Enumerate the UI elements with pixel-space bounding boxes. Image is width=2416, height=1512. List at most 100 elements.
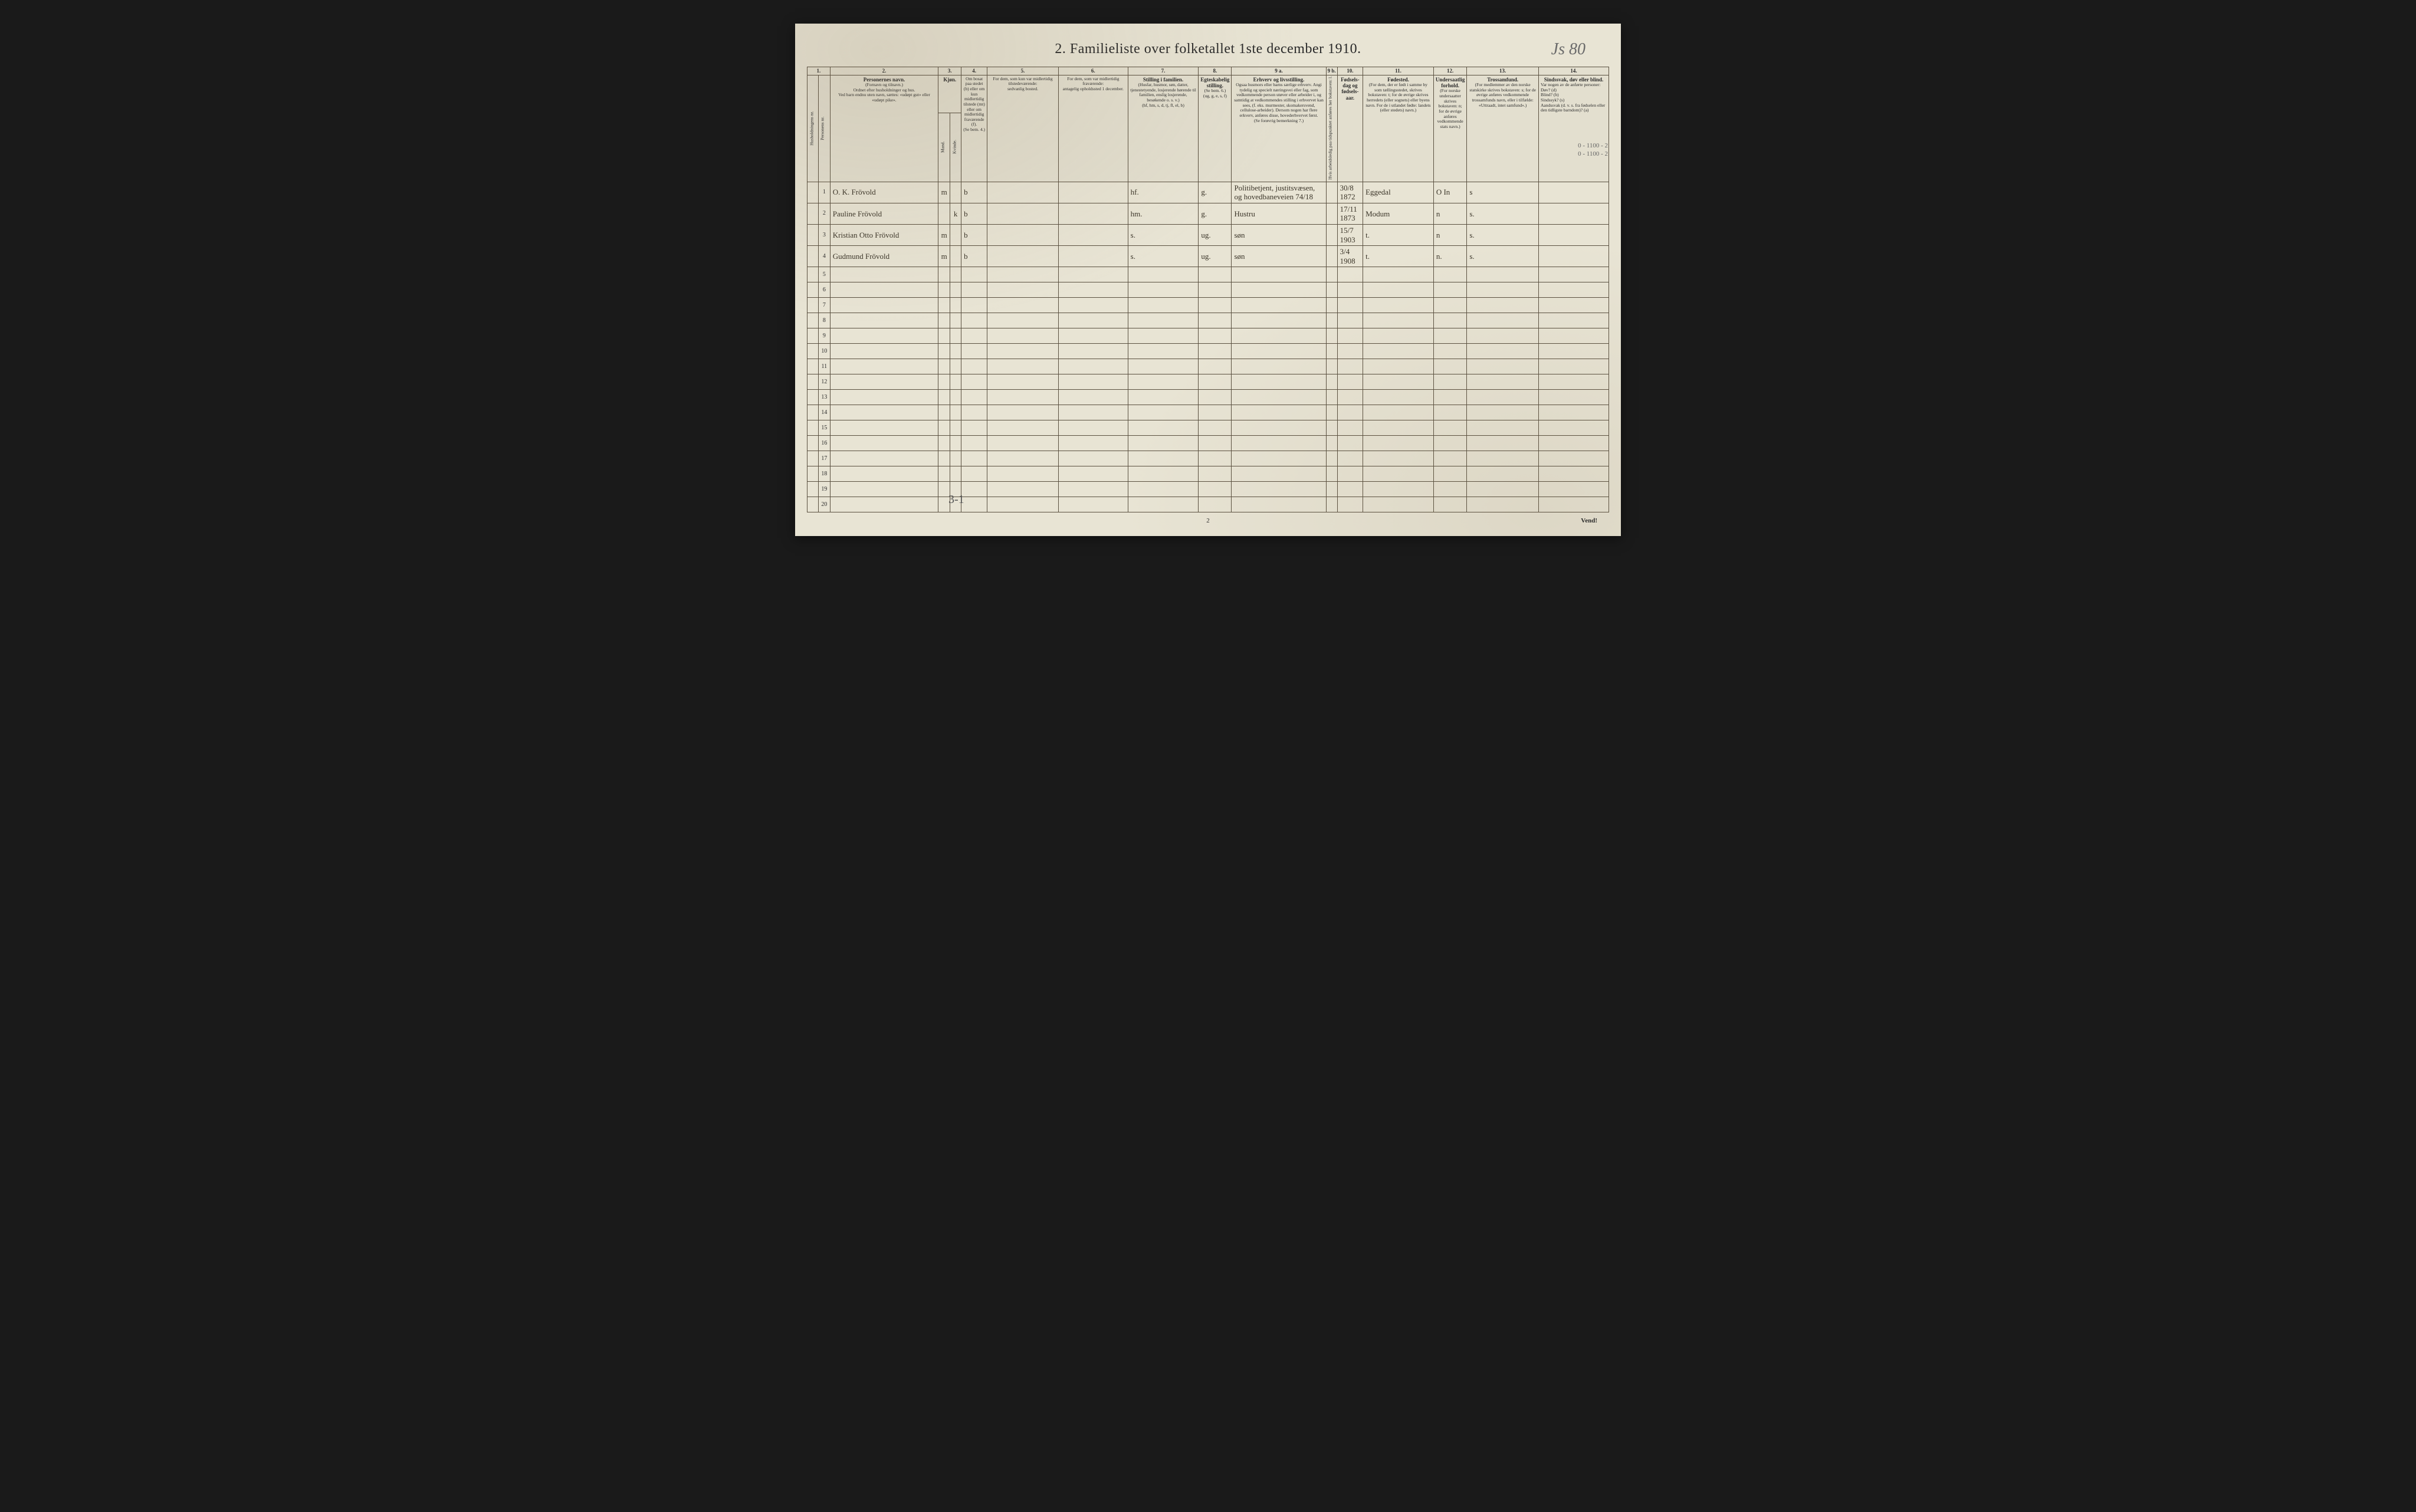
cell-empty (950, 344, 961, 359)
cell-empty (961, 344, 987, 359)
cell-empty (961, 374, 987, 390)
cell-empty (1433, 497, 1467, 512)
cell-empty (1058, 267, 1128, 282)
table-row-empty: 5 (807, 267, 1609, 282)
cell-empty (1539, 497, 1609, 512)
cell-household (807, 328, 819, 344)
cell-empty (1539, 482, 1609, 497)
cell-empty (1433, 298, 1467, 313)
cell-empty (1337, 298, 1363, 313)
cell-birthplace: Eggedal (1363, 182, 1434, 203)
cell-household (807, 451, 819, 466)
cell-empty (1128, 420, 1199, 436)
cell-person-num: 20 (818, 497, 830, 512)
cell-empty (1128, 390, 1199, 405)
col-num-11: 11. (1363, 67, 1434, 75)
col-num-1: 1. (807, 67, 830, 75)
cell-empty (1199, 466, 1232, 482)
cell-empty (1128, 328, 1199, 344)
table-row-empty: 13 (807, 390, 1609, 405)
cell-empty (1539, 344, 1609, 359)
cell-occupation: Hustru (1232, 203, 1326, 224)
table-row: 4Gudmund Frövoldmbs.ug.søn3/4 1908t.n.s. (807, 246, 1609, 267)
cell-empty (987, 420, 1059, 436)
cell-empty (1326, 282, 1337, 298)
cell-empty (1467, 328, 1539, 344)
hdr-1a: Husholdningens nr. (807, 75, 819, 182)
cell-empty (1363, 420, 1434, 436)
cell-empty (987, 282, 1059, 298)
col-num-5: 5. (987, 67, 1059, 75)
cell-empty (950, 328, 961, 344)
cell-empty (1467, 344, 1539, 359)
cell-empty (1363, 298, 1434, 313)
cell-empty (1199, 390, 1232, 405)
cell-empty (987, 390, 1059, 405)
cell-sex-k (950, 224, 961, 245)
cell-empty (961, 359, 987, 374)
cell-household (807, 182, 819, 203)
census-table: 1. 2. 3. 4. 5. 6. 7. 8. 9 a. 9 b. 10. 11… (807, 67, 1609, 512)
hdr-12: Undersaatlig forhold. (For norske unders… (1433, 75, 1467, 182)
table-row-empty: 12 (807, 374, 1609, 390)
cell-empty (950, 466, 961, 482)
cell-household (807, 482, 819, 497)
cell-empty (1363, 390, 1434, 405)
cell-empty (830, 482, 938, 497)
cell-empty (1539, 420, 1609, 436)
cell-residence: b (961, 182, 987, 203)
col-num-7: 7. (1128, 67, 1199, 75)
cell-empty (1363, 267, 1434, 282)
cell-household (807, 390, 819, 405)
cell-empty (1232, 420, 1326, 436)
col-num-2: 2. (830, 67, 938, 75)
cell-person-num: 4 (818, 246, 830, 267)
cell-empty (830, 451, 938, 466)
cell-empty (1467, 390, 1539, 405)
cell-empty (1539, 328, 1609, 344)
cell-empty (1232, 405, 1326, 420)
cell-empty (1337, 451, 1363, 466)
cell-empty (1337, 466, 1363, 482)
table-row-empty: 20 (807, 497, 1609, 512)
cell-empty (987, 466, 1059, 482)
cell-household (807, 298, 819, 313)
cell-empty (1363, 282, 1434, 298)
cell-empty (961, 298, 987, 313)
cell-empty (1326, 328, 1337, 344)
col-num-3: 3. (938, 67, 961, 75)
cell-empty (1337, 374, 1363, 390)
census-form-page: Js 80 0 - 1100 - 2 0 - 1100 - 2 2. Famil… (795, 24, 1621, 536)
cell-empty (1128, 405, 1199, 420)
cell-household (807, 224, 819, 245)
cell-empty (1337, 497, 1363, 512)
cell-empty (1467, 405, 1539, 420)
cell-empty (1539, 390, 1609, 405)
hdr-2: Personernes navn. (Fornavn og tilnavn.) … (830, 75, 938, 182)
cell-empty (1433, 344, 1467, 359)
cell-empty (830, 466, 938, 482)
cell-empty (1232, 482, 1326, 497)
cell-empty (1232, 267, 1326, 282)
cell-religion: s. (1467, 203, 1539, 224)
cell-empty (987, 497, 1059, 512)
cell-sex-k: k (950, 203, 961, 224)
cell-name: Gudmund Frövold (830, 246, 938, 267)
cell-empty (938, 420, 950, 436)
cell-household (807, 344, 819, 359)
cell-empty (1467, 359, 1539, 374)
col-num-9b: 9 b. (1326, 67, 1337, 75)
cell-empty (1467, 436, 1539, 451)
cell-empty (961, 420, 987, 436)
cell-empty (1337, 328, 1363, 344)
cell-disability (1539, 224, 1609, 245)
cell-empty (830, 405, 938, 420)
cell-empty (1128, 344, 1199, 359)
cell-empty (1337, 436, 1363, 451)
cell-empty (950, 267, 961, 282)
cell-nationality: n (1433, 224, 1467, 245)
cell-person-num: 1 (818, 182, 830, 203)
cell-empty (950, 313, 961, 328)
table-row-empty: 7 (807, 298, 1609, 313)
cell-empty (1326, 405, 1337, 420)
